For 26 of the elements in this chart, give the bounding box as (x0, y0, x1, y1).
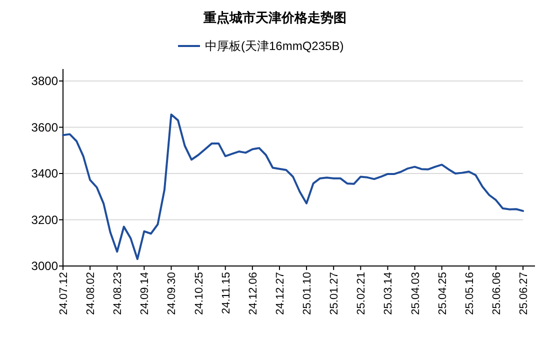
chart-title: 重点城市天津价格走势图 (202, 10, 346, 25)
x-tick-label: 24.11.15 (220, 272, 232, 314)
x-tick-label: 25.03.14 (382, 272, 395, 315)
y-tick-label: 3400 (31, 166, 58, 180)
y-tick-label: 3200 (31, 212, 58, 227)
legend-label: 中厚板(天津16mmQ235B) (205, 39, 344, 53)
x-tick-label: 24.07.12 (58, 272, 70, 315)
x-tick-label: 25.04.25 (436, 272, 449, 315)
x-tick-label: 24.09.14 (139, 272, 152, 315)
y-tick-label: 3000 (31, 259, 58, 273)
x-tick-label: 24.12.06 (247, 272, 260, 315)
x-tick-label: 24.08.23 (112, 272, 124, 315)
x-tick-label: 25.04.03 (410, 272, 422, 315)
y-tick-label: 3800 (31, 74, 58, 88)
x-tick-label: 25.01.10 (302, 272, 314, 315)
x-tick-label: 25.05.16 (464, 272, 476, 315)
x-tick-label: 25.02.21 (356, 272, 368, 315)
x-tick-label: 24.08.02 (85, 272, 98, 315)
legend: 中厚板(天津16mmQ235B) (178, 39, 344, 53)
x-tick-label: 25.06.06 (490, 272, 503, 315)
y-tick-label: 3600 (31, 120, 58, 134)
x-tick-label: 24.12.27 (274, 272, 286, 315)
x-tick-label: 25.06.27 (518, 272, 530, 315)
x-tick-label: 25.01.27 (328, 272, 341, 315)
x-tick-label: 24.09.30 (166, 272, 178, 315)
x-tick-label: 24.10.25 (193, 272, 206, 315)
